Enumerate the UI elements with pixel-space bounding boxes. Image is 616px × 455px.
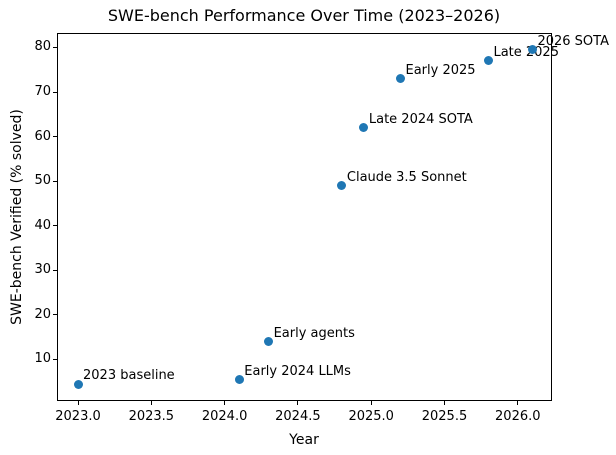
point-label: Late 2025 (493, 44, 559, 60)
y-tick (53, 91, 57, 93)
point-label: 2026 SOTA (537, 33, 609, 49)
point-label: Claude 3.5 Sonnet (346, 169, 467, 185)
data-point (73, 379, 83, 389)
data-point (264, 337, 274, 347)
y-tick-label: 50 (34, 173, 51, 189)
x-tick-label: 2024.5 (275, 409, 321, 424)
y-tick (53, 358, 57, 360)
x-tick (370, 401, 372, 405)
y-tick-label: 70 (34, 84, 51, 100)
x-tick (297, 401, 299, 405)
data-point (483, 56, 493, 66)
x-tick (443, 401, 445, 405)
data-point (359, 123, 369, 133)
x-tick-label: 2023.0 (55, 409, 101, 424)
y-tick (53, 314, 57, 316)
x-tick (224, 401, 226, 405)
x-tick-label: 2025.5 (421, 409, 468, 424)
y-tick-label: 40 (34, 217, 51, 233)
y-tick (53, 136, 57, 138)
point-label: Early 2024 LLMs (244, 363, 351, 379)
plot-area (57, 33, 552, 401)
point-label: 2023 baseline (83, 368, 175, 383)
y-tick-label: 30 (34, 262, 51, 278)
y-tick-label: 20 (34, 306, 51, 322)
data-point (337, 181, 347, 191)
data-point (234, 375, 244, 385)
point-label: Late 2024 SOTA (368, 111, 473, 127)
x-tick-label: 2023.5 (128, 409, 175, 424)
y-tick (53, 46, 57, 48)
data-point (527, 45, 537, 55)
x-tick-label: 2025.0 (348, 409, 394, 424)
x-axis-label: Year (289, 432, 319, 448)
y-tick (53, 225, 57, 227)
y-tick-label: 80 (34, 39, 51, 55)
y-tick (53, 269, 57, 271)
y-tick-label: 60 (34, 128, 51, 144)
x-tick (77, 401, 79, 405)
data-point (396, 74, 405, 84)
y-tick-label: 10 (34, 351, 51, 367)
x-tick (517, 401, 519, 405)
y-tick (53, 180, 57, 182)
x-tick-label: 2024.0 (201, 409, 248, 424)
x-tick (150, 401, 152, 405)
point-label: Early 2025 (405, 62, 476, 78)
x-tick-label: 2026.0 (495, 409, 541, 424)
chart-title: SWE-bench Performance Over Time (2023–20… (107, 6, 501, 25)
point-label: Early agents (273, 325, 355, 341)
